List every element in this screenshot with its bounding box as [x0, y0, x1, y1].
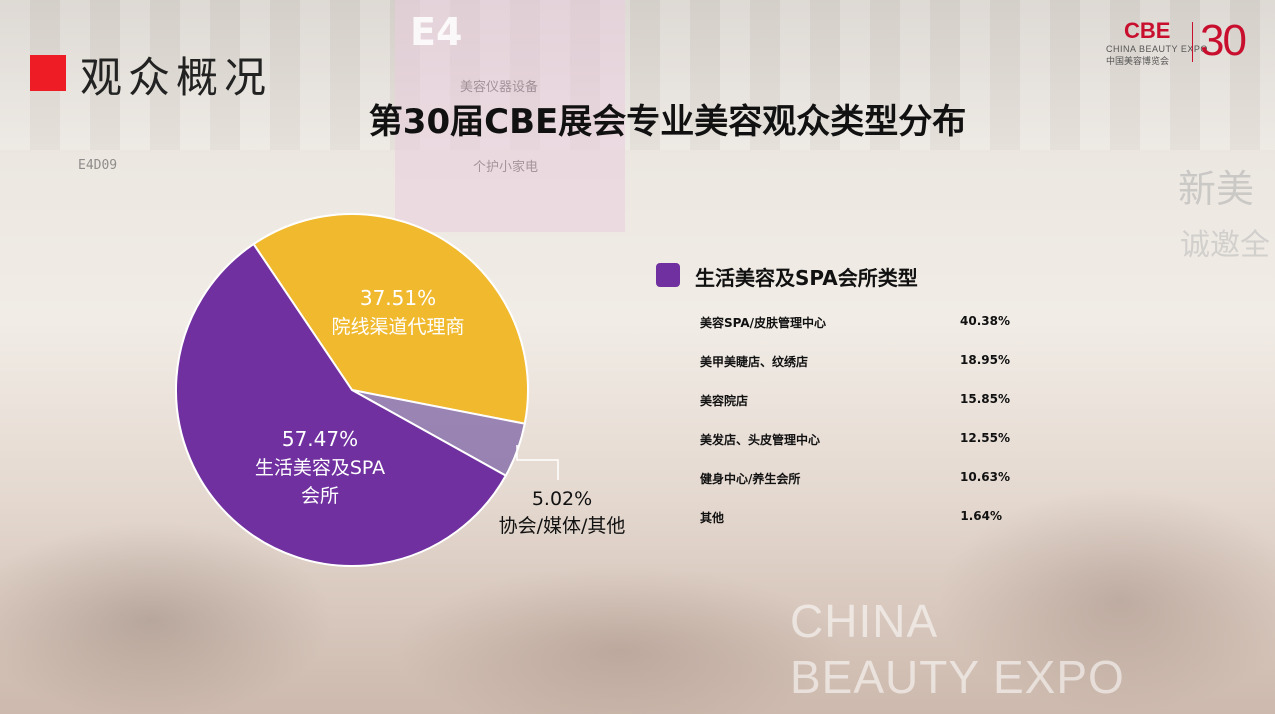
leader-line: [516, 445, 559, 480]
table-row: 其他 1.64%: [700, 509, 1002, 531]
background-booth: [395, 0, 625, 232]
background-booth-sign: 美容仪器设备: [460, 80, 539, 95]
table-row: 美甲美睫店、纹绣店 18.95%: [700, 353, 1010, 375]
slice-category-label: 院线渠道代理商: [331, 316, 464, 338]
table-row: 美容SPA/皮肤管理中心 40.38%: [700, 314, 1010, 336]
slice-category-label: 生活美容及SPA: [255, 457, 385, 479]
chart-title: 第30届CBE展会专业美容观众类型分布: [368, 102, 967, 142]
slice-category-label: 会所: [301, 485, 339, 507]
row-label: 美容SPA/皮肤管理中心: [700, 316, 827, 330]
row-value: 10.63%: [960, 470, 1010, 484]
logo-brand: CBE: [1124, 18, 1171, 43]
row-value: 12.55%: [960, 431, 1010, 445]
anniversary-logo: 30: [1200, 16, 1247, 65]
row-label: 其他: [700, 511, 725, 525]
row-value: 15.85%: [960, 392, 1010, 406]
watermark-line: CHINA: [790, 595, 939, 647]
slice-percent-label: 57.47%: [282, 427, 358, 451]
row-value: 1.64%: [960, 509, 1002, 523]
row-label: 美容院店: [700, 394, 749, 408]
logo-divider: [1192, 22, 1193, 62]
slice-percent-label: 37.51%: [360, 286, 436, 310]
slice-category-label: 协会/媒体/其他: [499, 515, 626, 537]
row-label: 美发店、头皮管理中心: [700, 433, 821, 447]
table-row: 美容院店 15.85%: [700, 392, 1010, 414]
background-booth-sign: 个护小家电: [473, 160, 539, 175]
background-booth-label: E4: [410, 10, 463, 54]
slice-percent-label: 5.02%: [532, 488, 592, 510]
watermark-line: BEAUTY EXPO: [790, 651, 1125, 703]
logo-subtitle-cn: 中国美容博览会: [1106, 57, 1170, 67]
section-marker: [30, 55, 66, 91]
pie-slice-channel-agents: [252, 213, 529, 425]
background-side-text: 诚邀全: [1180, 228, 1270, 263]
row-label: 健身中心/养生会所: [700, 472, 801, 486]
table-row: 健身中心/养生会所 10.63%: [700, 470, 1010, 492]
legend-swatch: [656, 263, 680, 287]
background-ceiling: [0, 0, 1275, 150]
table-row: 美发店、头皮管理中心 12.55%: [700, 431, 1010, 453]
logo-subtitle-en: CHINA BEAUTY EXPO: [1106, 44, 1208, 54]
pie-slice-beauty-spa: [175, 242, 508, 567]
row-label: 美甲美睫店、纹绣店: [700, 355, 809, 369]
legend-title: 生活美容及SPA会所类型: [695, 266, 918, 290]
row-value: 18.95%: [960, 353, 1010, 367]
background-booth-code: E4D09: [78, 158, 118, 173]
background-side-text: 新美: [1178, 167, 1255, 211]
row-value: 40.38%: [960, 314, 1010, 328]
section-title: 观众概况: [80, 53, 273, 102]
